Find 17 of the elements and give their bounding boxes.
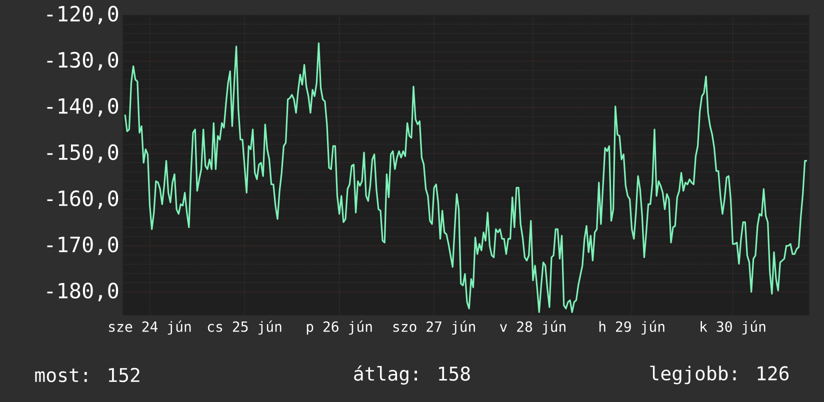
- x-tick-label: p 26 jún: [306, 320, 372, 335]
- x-tick-label: h 29 jún: [599, 320, 664, 335]
- y-tick-label: -160,0: [47, 190, 118, 209]
- x-tick-label: k 30 jún: [700, 320, 766, 335]
- y-tick-label: -130,0: [47, 52, 118, 70]
- y-tick-label: -150,0: [47, 144, 118, 163]
- y-tick-label: -180,0: [47, 282, 118, 302]
- y-tick-label: -170,0: [47, 236, 118, 256]
- text: legjobb: 126: [650, 366, 789, 384]
- x-tick-label: v 28 jún: [500, 320, 566, 335]
- y-tick-label: -120,0: [47, 6, 118, 24]
- y-tick-label: -140,0: [47, 98, 118, 117]
- x-tick-label: cs 25 jún: [208, 320, 282, 335]
- x-tick-label: sze 24 jún: [109, 320, 191, 335]
- x-tick-label: szo 27 jún: [393, 320, 475, 335]
- text: most: 152: [35, 368, 140, 382]
- text: átlag: 158: [354, 365, 470, 385]
